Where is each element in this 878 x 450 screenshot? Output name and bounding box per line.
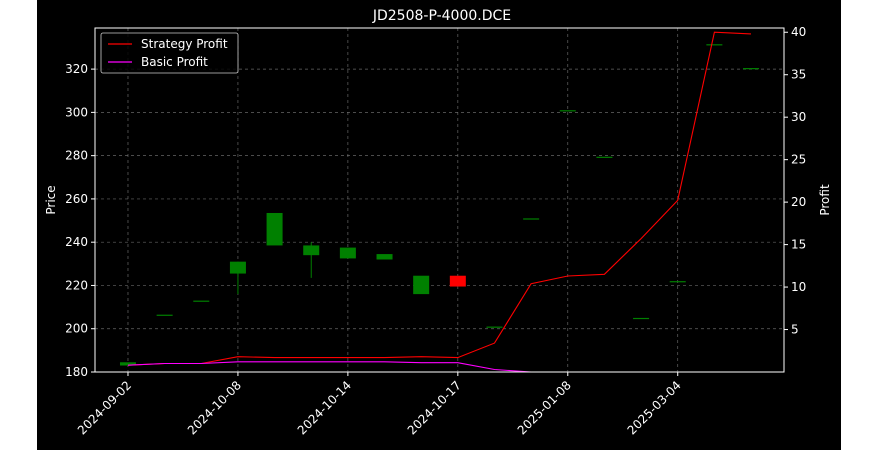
right-tick-label: 30 — [791, 110, 806, 124]
candle-body — [669, 281, 686, 283]
candle-body — [413, 275, 430, 295]
candle-body — [376, 254, 393, 260]
x-tick-label: 2025-03-04 — [625, 378, 684, 437]
y-axis-label-right: Profit — [818, 184, 832, 216]
right-tick-label: 35 — [791, 68, 806, 82]
basic-profit-line — [127, 361, 751, 373]
right-tick-label: 15 — [791, 238, 806, 252]
candle-body — [303, 245, 320, 256]
right-tick-label: 25 — [791, 153, 806, 167]
left-tick-label: 240 — [65, 235, 88, 249]
legend: Strategy Profit Basic Profit — [100, 32, 239, 74]
left-tick-label: 280 — [65, 149, 88, 163]
plot-border — [94, 27, 785, 373]
legend-label: Strategy Profit — [141, 37, 228, 51]
candle-body — [743, 68, 760, 70]
candle-body — [193, 300, 210, 302]
left-tick-label: 200 — [65, 322, 88, 336]
candle-body — [559, 110, 576, 112]
candle-body — [119, 362, 136, 366]
candle-body — [266, 212, 283, 246]
candle-body — [449, 275, 466, 287]
right-tick-label: 40 — [791, 25, 806, 39]
chart-area: JD2508-P-4000.DCE 180 200 220 240 260 280 300 3… — [37, 0, 841, 450]
left-tick-label: 180 — [65, 365, 88, 379]
chart-title: JD2508-P-4000.DCE — [372, 8, 511, 24]
candle-body — [633, 317, 650, 320]
candle-body — [156, 314, 173, 316]
legend-box — [100, 32, 239, 74]
right-tick-label: 10 — [791, 280, 806, 294]
right-axis: 5 10 15 20 25 30 35 40 — [784, 25, 806, 337]
right-tick-label: 20 — [791, 195, 806, 209]
left-tick-label: 320 — [65, 62, 88, 76]
y-axis-label-left: Price — [44, 185, 58, 214]
left-tick-label: 300 — [65, 105, 88, 119]
left-axis: 180 200 220 240 260 280 300 320 — [65, 62, 95, 379]
candle-body — [339, 247, 356, 259]
strategy-profit-line — [127, 31, 752, 366]
candlesticks — [119, 44, 760, 366]
right-tick-label: 5 — [791, 323, 799, 337]
x-axis: 2024-09-02 2024-10-08 2024-10-14 2024-10-17… — [75, 372, 684, 437]
candle-body — [596, 156, 613, 158]
x-tick-label: 2025-01-08 — [515, 378, 574, 437]
x-tick-label: 2024-09-02 — [75, 378, 134, 437]
profit-lines — [127, 31, 752, 373]
x-tick-label: 2024-10-14 — [295, 378, 354, 437]
candle-body — [486, 326, 503, 328]
x-tick-label: 2024-10-17 — [405, 378, 464, 437]
grid-lines — [95, 28, 784, 373]
candle-body — [229, 261, 246, 274]
chart-svg: JD2508-P-4000.DCE 180 200 220 240 260 280 300 3… — [44, 8, 832, 437]
x-tick-label: 2024-10-08 — [185, 378, 244, 437]
candle-body — [523, 218, 540, 220]
candle-body — [706, 44, 723, 46]
left-tick-label: 260 — [65, 192, 88, 206]
legend-label: Basic Profit — [141, 55, 208, 69]
left-tick-label: 220 — [65, 278, 88, 292]
